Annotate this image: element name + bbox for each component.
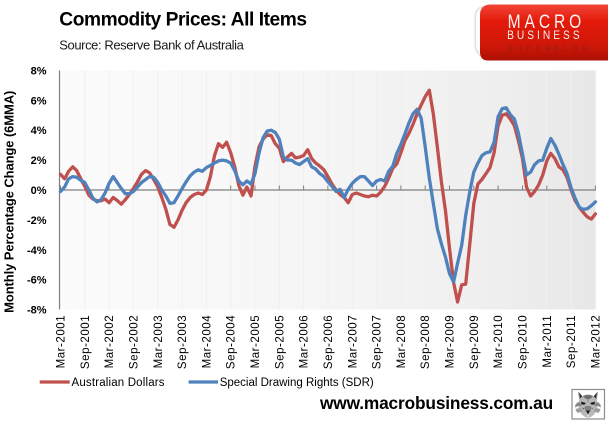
svg-text:Monthly Percentage Change (6MM: Monthly Percentage Change (6MMA): [1, 91, 16, 313]
svg-text:8%: 8%: [31, 66, 47, 78]
svg-text:Mar-2009: Mar-2009: [445, 315, 457, 369]
svg-text:Sep-2008: Sep-2008: [420, 315, 432, 369]
svg-text:Mar-2002: Mar-2002: [104, 315, 116, 369]
svg-text:2%: 2%: [31, 155, 47, 167]
svg-text:Mar-2008: Mar-2008: [396, 315, 408, 369]
svg-text:Sep-2003: Sep-2003: [177, 315, 189, 369]
svg-text:Mar-2001: Mar-2001: [56, 315, 68, 369]
svg-text:BUSINESS: BUSINESS: [507, 30, 583, 43]
svg-text:6%: 6%: [31, 95, 47, 107]
svg-text:SUPERBLOG: SUPERBLOG: [508, 44, 592, 53]
svg-text:-2%: -2%: [27, 215, 47, 227]
svg-text:Sep-2004: Sep-2004: [226, 315, 238, 369]
svg-text:Mar-2007: Mar-2007: [347, 315, 359, 369]
svg-text:Mar-2005: Mar-2005: [250, 315, 262, 369]
svg-text:Source: Reserve Bank of Austra: Source: Reserve Bank of Australia: [59, 38, 244, 53]
svg-text:Mar-2003: Mar-2003: [153, 315, 165, 369]
svg-text:Sep-2001: Sep-2001: [80, 315, 92, 369]
svg-text:Sep-2006: Sep-2006: [323, 315, 335, 369]
svg-text:Sep-2011: Sep-2011: [566, 315, 578, 368]
svg-text:Commodity Prices: All Items: Commodity Prices: All Items: [59, 10, 306, 31]
svg-text:Sep-2002: Sep-2002: [128, 315, 140, 369]
svg-text:Australian Dollars: Australian Dollars: [72, 377, 165, 389]
svg-text:Special Drawing Rights (SDR): Special Drawing Rights (SDR): [220, 377, 374, 389]
svg-text:Mar-2010: Mar-2010: [493, 315, 505, 369]
svg-text:Mar-2006: Mar-2006: [299, 315, 311, 369]
svg-text:Mar-2012: Mar-2012: [590, 315, 602, 369]
svg-text:Sep-2007: Sep-2007: [372, 315, 384, 369]
svg-text:www.macrobusiness.com.au: www.macrobusiness.com.au: [319, 393, 553, 413]
svg-text:-6%: -6%: [27, 275, 47, 287]
svg-text:Mar-2011: Mar-2011: [542, 315, 554, 368]
svg-text:Sep-2005: Sep-2005: [274, 315, 286, 369]
svg-text:-8%: -8%: [27, 305, 47, 317]
svg-text:4%: 4%: [31, 125, 47, 137]
svg-text:0%: 0%: [31, 185, 47, 197]
svg-text:Sep-2009: Sep-2009: [469, 315, 481, 369]
svg-text:Sep-2010: Sep-2010: [518, 315, 530, 369]
svg-text:Mar-2004: Mar-2004: [201, 315, 213, 369]
svg-text:MACRO: MACRO: [508, 11, 586, 33]
svg-text:-4%: -4%: [27, 245, 47, 257]
